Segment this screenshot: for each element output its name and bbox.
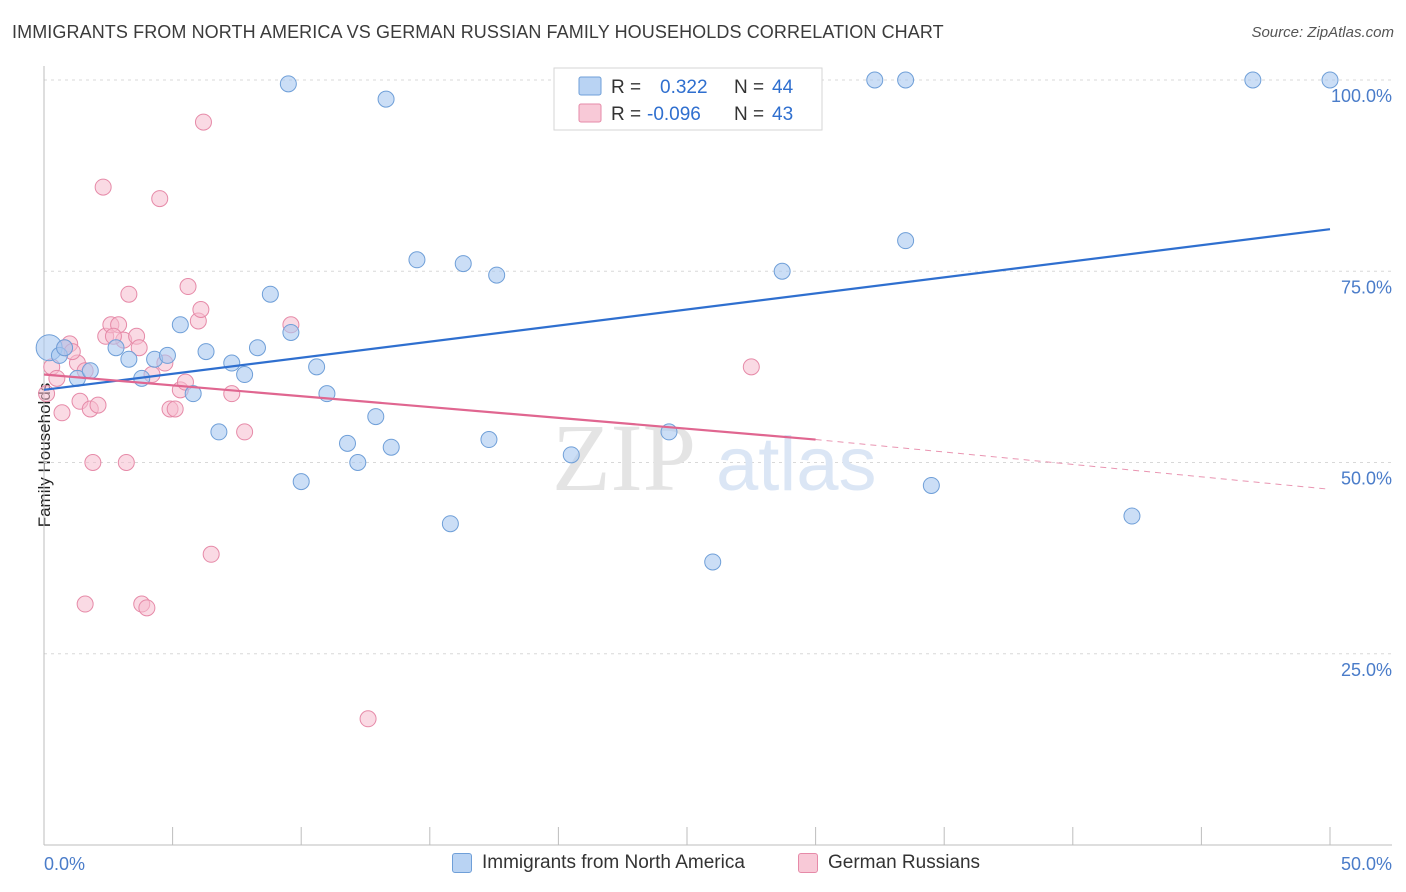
data-point-immigrants — [197, 343, 215, 361]
y-tick-label: 25.0% — [1341, 660, 1392, 680]
axes — [43, 66, 1392, 846]
data-point-german-russians — [202, 545, 220, 563]
stats-pink-r-label: R = — [611, 104, 641, 125]
stats-blue-n-value: 44 — [772, 77, 794, 98]
data-point-german-russians — [742, 358, 760, 376]
data-point-immigrants — [120, 350, 138, 368]
data-point-immigrants — [308, 358, 326, 376]
stats-legend: R = 0.322 N = 44 R = -0.096 N = 43 — [553, 67, 823, 131]
data-point-immigrants — [704, 553, 722, 571]
data-point-german-russians — [223, 385, 241, 403]
data-point-immigrants — [223, 354, 241, 372]
data-point-german-russians — [130, 339, 148, 357]
data-point-immigrants — [282, 323, 300, 341]
x-tick-labels: 0.0% 50.0% — [44, 854, 1392, 874]
y-tick-label: 50.0% — [1341, 469, 1392, 489]
trend-line-german-russians — [43, 373, 816, 441]
data-point-immigrants — [382, 438, 400, 456]
legend-item-immigrants: Immigrants from North America — [452, 852, 745, 874]
data-point-immigrants — [897, 232, 915, 250]
data-point-immigrants — [897, 71, 915, 89]
stats-pink-n-label: N = — [734, 104, 764, 125]
data-point-german-russians — [151, 190, 169, 208]
data-point-german-russians — [117, 454, 135, 471]
data-point-german-russians — [179, 278, 197, 296]
data-point-immigrants — [1123, 507, 1141, 525]
trend-line-immigrants — [43, 228, 1331, 391]
series-pink — [38, 113, 760, 728]
stats-pink-n-value: 43 — [772, 104, 793, 125]
legend-swatch-pink — [798, 853, 818, 873]
data-point-immigrants — [56, 339, 74, 357]
stats-blue-n-label: N = — [734, 77, 764, 98]
data-point-german-russians — [48, 369, 66, 387]
data-point-immigrants — [1244, 71, 1262, 89]
data-point-german-russians — [84, 454, 102, 471]
data-point-german-russians — [53, 404, 71, 422]
data-point-german-russians — [138, 599, 156, 617]
data-point-immigrants — [81, 362, 99, 380]
data-point-immigrants — [107, 339, 125, 357]
data-point-immigrants — [922, 476, 940, 494]
data-point-immigrants — [158, 346, 176, 364]
x-tick-label: 0.0% — [44, 854, 85, 874]
data-point-german-russians — [120, 285, 138, 303]
data-point-immigrants — [562, 446, 580, 464]
data-point-immigrants — [454, 255, 472, 273]
data-point-immigrants — [377, 90, 395, 108]
data-point-immigrants — [488, 266, 506, 284]
data-point-immigrants — [866, 71, 884, 89]
series-legend: Immigrants from North America German Rus… — [0, 850, 1406, 878]
data-point-immigrants — [349, 454, 367, 471]
data-point-german-russians — [192, 301, 210, 318]
y-tick-label: 75.0% — [1341, 277, 1392, 297]
stats-blue-r-value: 0.322 — [660, 77, 708, 98]
data-point-immigrants — [441, 515, 459, 533]
data-point-immigrants — [367, 408, 385, 426]
data-point-immigrants — [480, 431, 498, 449]
data-point-german-russians — [94, 178, 112, 196]
stats-blue-r-label: R = — [611, 77, 641, 98]
legend-item-german-russians: German Russians — [798, 852, 980, 874]
source-credit: Source: ZipAtlas.com — [1251, 24, 1394, 41]
data-point-immigrants — [236, 366, 254, 384]
stats-pink-r-value: -0.096 — [647, 104, 701, 125]
data-point-immigrants — [773, 262, 791, 280]
stats-legend-pink-swatch — [578, 103, 602, 123]
x-tick-label: 50.0% — [1341, 854, 1392, 874]
watermark-atlas: atlas — [716, 422, 877, 507]
data-point-immigrants — [210, 423, 228, 441]
legend-swatch-blue — [452, 853, 472, 873]
legend-label-german-russians: German Russians — [828, 852, 981, 873]
data-point-immigrants — [292, 473, 310, 491]
data-point-immigrants — [279, 75, 297, 93]
data-point-immigrants — [261, 285, 279, 303]
trend-lines — [43, 228, 1331, 490]
data-point-german-russians — [89, 396, 107, 414]
y-tick-labels: 25.0% 50.0% 75.0% 100.0% — [1331, 86, 1392, 680]
legend-label-immigrants: Immigrants from North America — [482, 852, 745, 873]
y-tick-label: 100.0% — [1331, 86, 1392, 106]
data-point-german-russians — [76, 595, 94, 613]
data-point-immigrants — [171, 316, 189, 334]
data-point-german-russians — [359, 710, 377, 728]
data-point-immigrants — [1321, 71, 1339, 89]
data-point-immigrants — [184, 385, 202, 403]
stats-legend-blue-swatch — [578, 76, 602, 96]
data-point-immigrants — [248, 339, 266, 357]
watermark: ZIP atlas — [552, 404, 877, 511]
data-point-german-russians — [194, 113, 212, 131]
trend-line-german-russians-extension — [815, 439, 1331, 490]
chart-title: IMMIGRANTS FROM NORTH AMERICA VS GERMAN … — [12, 22, 944, 42]
data-point-immigrants — [338, 434, 356, 452]
data-point-german-russians — [166, 400, 184, 418]
data-point-german-russians — [236, 423, 254, 441]
data-point-immigrants — [408, 251, 426, 269]
